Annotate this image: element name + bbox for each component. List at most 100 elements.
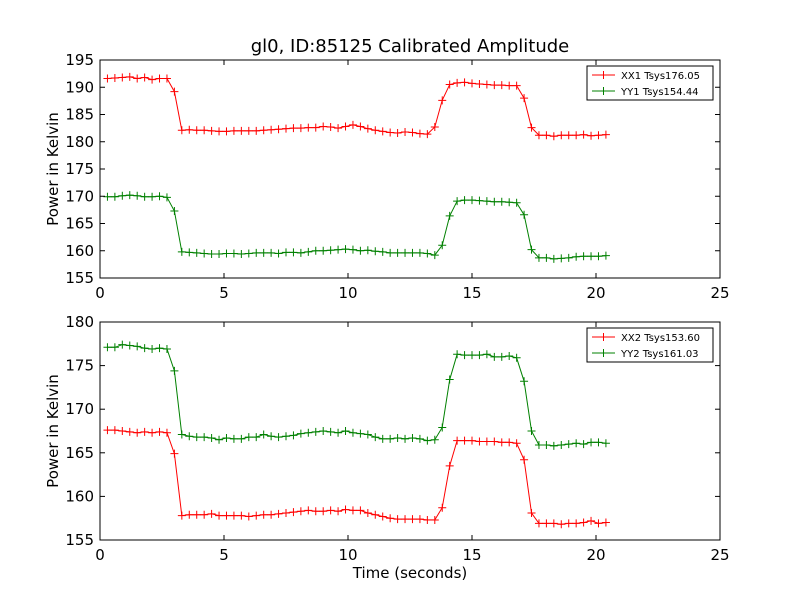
bottom-series-0-point — [453, 436, 462, 445]
bottom-y-tick-label: 175 — [65, 357, 94, 375]
bottom-legend-label-1: YY2 Tsys161.03 — [620, 349, 699, 360]
top-series-1-point — [549, 254, 558, 263]
top-series-0-point — [229, 126, 238, 135]
top-series-1-point — [527, 245, 536, 254]
top-series-0-point — [133, 74, 142, 83]
bottom-series-0-point — [237, 511, 246, 520]
top-series-1-point — [579, 252, 588, 261]
top-series-0-point — [482, 80, 491, 89]
bottom-series-1-point — [282, 432, 290, 441]
bottom-subplot: 0 5 10 15 20 25 155 160 165 170 175 180 Power in Kel… — [44, 313, 730, 564]
bottom-series-0-point — [601, 518, 610, 527]
top-series-0-point — [534, 131, 543, 140]
top-series-1-point — [348, 245, 357, 254]
top-series-0-point — [542, 131, 551, 140]
top-series-1-point — [445, 211, 454, 220]
bottom-x-tick-label: 25 — [710, 546, 729, 564]
top-series-1-point — [415, 248, 424, 257]
top-series-0-point — [594, 131, 603, 140]
bottom-series-0-point — [475, 437, 484, 446]
top-series-1-point — [341, 245, 350, 254]
top-series-1-point — [319, 246, 328, 255]
bottom-series-1-point — [162, 345, 171, 354]
bottom-series-0-point — [200, 510, 209, 519]
bottom-series-0-point — [363, 508, 372, 517]
bottom-series-1-point — [311, 427, 320, 436]
top-series-1-point — [363, 246, 372, 255]
bottom-series-0-point — [542, 519, 551, 528]
top-series-0-point — [356, 122, 365, 131]
bottom-series-0-point — [133, 428, 142, 437]
top-series-0-point — [445, 80, 454, 89]
top-series-1-point — [326, 246, 335, 255]
top-series-1-point — [460, 196, 469, 205]
top-series-1-point — [311, 246, 320, 255]
top-series-1-point — [512, 198, 521, 207]
bottom-series-1-point — [259, 430, 268, 439]
top-legend-marker-1 — [599, 87, 608, 95]
bottom-series-1-point — [252, 433, 261, 442]
top-series-1-point — [587, 252, 596, 261]
bottom-series-1-point — [215, 435, 224, 444]
top-series-1-point — [282, 248, 290, 257]
top-series-0-point — [341, 122, 350, 131]
top-series-1-point — [356, 246, 365, 255]
bottom-series-1-point — [348, 428, 357, 437]
top-series-0-point — [564, 131, 573, 140]
top-y-tick-label: 170 — [65, 187, 94, 205]
bottom-x-tick-label: 15 — [462, 546, 481, 564]
top-series-1-point — [110, 192, 119, 201]
top-series-0-point — [311, 123, 320, 132]
top-series-1-point — [534, 253, 543, 262]
top-series-1-point — [140, 192, 149, 201]
bottom-series-1-point — [430, 435, 439, 444]
bottom-series-0-point — [520, 455, 529, 464]
bottom-series-0-point — [527, 508, 536, 517]
top-series-0-point — [363, 124, 372, 133]
top-series-0-point — [497, 81, 506, 90]
bottom-series-0-point — [103, 426, 112, 435]
top-series-1-point — [215, 250, 224, 259]
top-x-tick-label: 20 — [586, 284, 605, 302]
top-x-tick-label: 10 — [338, 284, 357, 302]
bottom-series-0-point — [460, 436, 469, 445]
bottom-series-0-point — [408, 515, 417, 524]
top-series-0-point — [200, 126, 209, 135]
top-series-1-point — [162, 193, 171, 202]
bottom-legend-marker-0 — [599, 333, 608, 341]
bottom-series-0-point — [162, 428, 171, 437]
top-subplot: 0 5 10 15 20 25 155 160 165 170 175 180 185 190 195 Pow… — [44, 51, 730, 302]
bottom-series-1-point — [289, 431, 298, 440]
top-series-0-point — [468, 79, 476, 88]
top-series-0-point — [557, 131, 566, 140]
top-series-1-point — [148, 192, 157, 201]
bottom-series-0-point — [356, 506, 365, 515]
top-series-0-point — [155, 74, 164, 83]
top-series-1-point — [393, 248, 402, 257]
bottom-series-0-point — [192, 510, 201, 519]
top-series-1-point — [229, 249, 238, 258]
bottom-series-0-point — [229, 511, 238, 520]
bottom-series-0-point — [490, 437, 499, 446]
top-series-1-point — [482, 197, 491, 206]
bottom-series-1-point — [185, 432, 194, 441]
bottom-series-1-point — [296, 429, 305, 438]
top-series-0-point — [237, 126, 246, 135]
bottom-series-0-point — [140, 427, 149, 436]
top-series-1-point — [155, 192, 164, 201]
top-series-1-point — [244, 249, 253, 258]
bottom-series-1-point — [326, 427, 335, 436]
top-series-0-point — [601, 130, 610, 139]
bottom-series-0-point — [304, 506, 313, 515]
top-series-0-point — [244, 126, 253, 135]
bottom-series-0-point — [177, 511, 186, 520]
top-y-tick-label: 165 — [65, 215, 94, 233]
bottom-series-0-point — [572, 519, 581, 528]
bottom-series-1-point — [140, 344, 149, 353]
bottom-series-1-point — [133, 342, 142, 351]
top-series-1-point — [453, 197, 462, 206]
top-series-0-point — [401, 127, 410, 136]
x-axis-label: Time (seconds) — [352, 564, 468, 582]
bottom-series-1-point — [274, 433, 283, 442]
bottom-series-0-point — [378, 512, 387, 521]
